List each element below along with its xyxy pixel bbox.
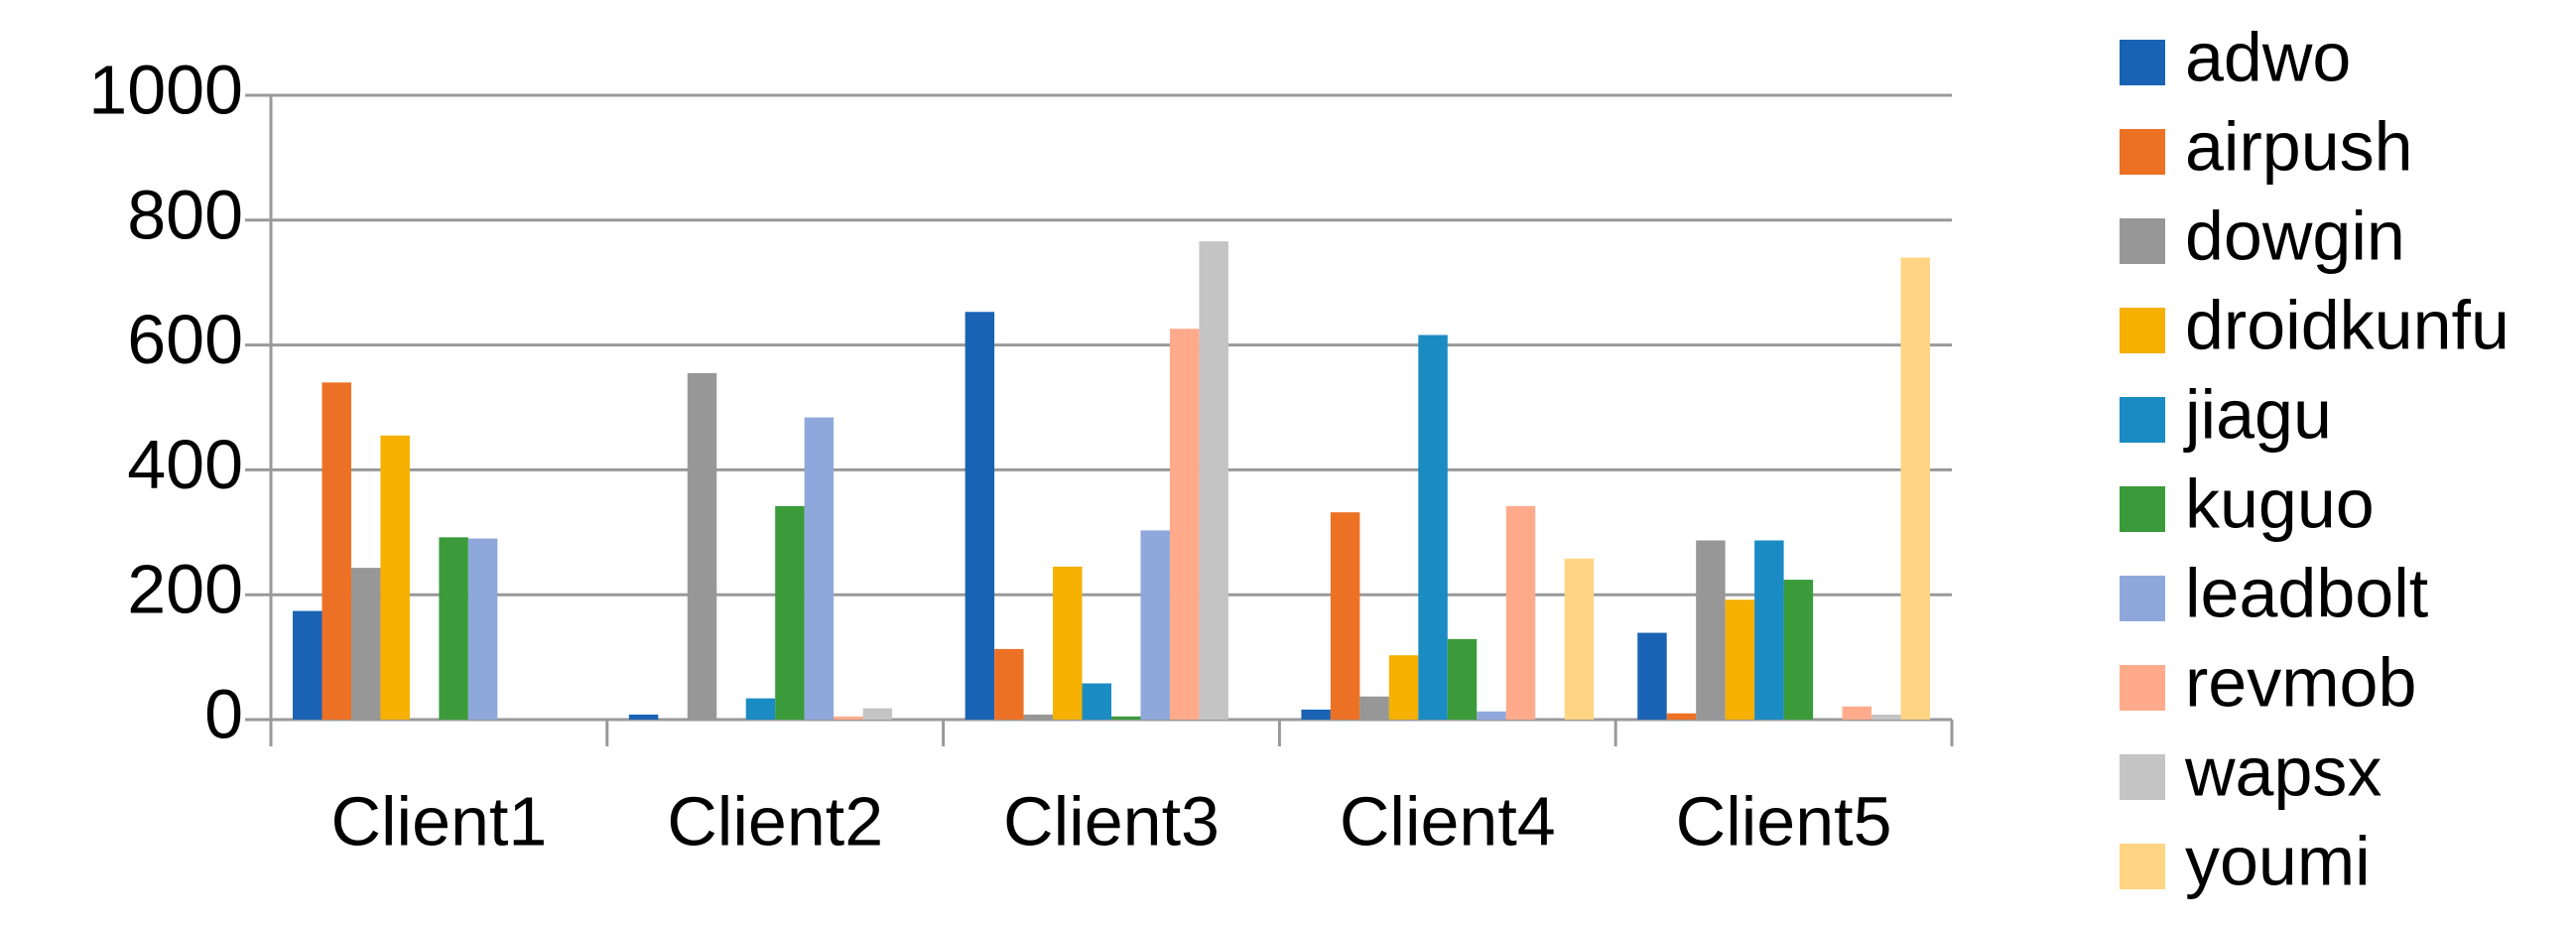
bar (628, 714, 659, 720)
bar (1169, 329, 1200, 720)
legend-label: kuguo (2185, 464, 2375, 542)
bar (1199, 241, 1228, 720)
x-tick-label: Client4 (1340, 782, 1556, 860)
bar (1418, 334, 1448, 720)
x-tick-label: Client1 (330, 782, 547, 860)
y-tick-label: 0 (204, 675, 243, 752)
bar (804, 417, 835, 720)
legend-swatch (2120, 665, 2165, 711)
bar (1666, 713, 1697, 720)
x-tick-label: Client3 (1003, 782, 1220, 860)
bar (1725, 599, 1755, 720)
legend-label: adwo (2185, 18, 2351, 95)
legend-swatch (2120, 486, 2165, 532)
bar (1053, 566, 1083, 720)
bar (1330, 512, 1360, 720)
bar (350, 568, 381, 720)
x-tick-label: Client2 (667, 782, 883, 860)
bar (834, 716, 863, 720)
legend-swatch (2120, 40, 2165, 85)
legend-swatch (2120, 754, 2165, 800)
legend-label: droidkunfu (2185, 286, 2510, 363)
legend-label: leadbolt (2185, 554, 2428, 631)
legend-label: revmob (2185, 643, 2416, 721)
legend-label: youmi (2185, 822, 2371, 899)
bar (1696, 540, 1726, 720)
bar (1871, 714, 1901, 720)
legend-label: dowgin (2185, 197, 2405, 274)
bar (775, 505, 805, 720)
bar (293, 610, 322, 720)
legend-swatch (2120, 129, 2165, 175)
bar (1900, 257, 1930, 720)
bar (1637, 632, 1667, 720)
legend-swatch (2120, 397, 2165, 443)
legend-swatch (2120, 308, 2165, 353)
y-tick-label: 400 (127, 426, 243, 503)
legend-label: jiagu (2183, 375, 2332, 453)
y-tick-label: 1000 (88, 51, 243, 128)
bar (1388, 655, 1419, 720)
bar (1505, 505, 1536, 720)
bar (380, 435, 410, 720)
bar (1359, 696, 1389, 720)
y-tick-label: 600 (127, 301, 243, 378)
legend-label: airpush (2185, 107, 2413, 185)
bar (965, 312, 995, 720)
bar (1023, 714, 1054, 720)
bar (1754, 540, 1784, 720)
legend-swatch (2120, 576, 2165, 621)
bar (1564, 558, 1595, 720)
bar (1842, 706, 1872, 720)
bar (1783, 580, 1814, 720)
bar (862, 708, 893, 720)
bar (1111, 716, 1141, 720)
bar (322, 382, 351, 720)
bar (1447, 638, 1478, 720)
bar (1477, 711, 1506, 720)
bar (467, 538, 498, 720)
bar (745, 698, 776, 720)
bar (687, 372, 717, 720)
bar (1140, 530, 1170, 720)
bar (994, 648, 1024, 720)
legend-swatch (2120, 844, 2165, 889)
bar (1082, 683, 1111, 720)
legend-swatch (2120, 218, 2165, 264)
legend-label: wapsx (2184, 732, 2382, 810)
x-tick-label: Client5 (1676, 782, 1892, 860)
bar (439, 537, 468, 720)
bar (1301, 709, 1331, 720)
y-tick-label: 800 (127, 176, 243, 253)
y-tick-label: 200 (127, 551, 243, 628)
